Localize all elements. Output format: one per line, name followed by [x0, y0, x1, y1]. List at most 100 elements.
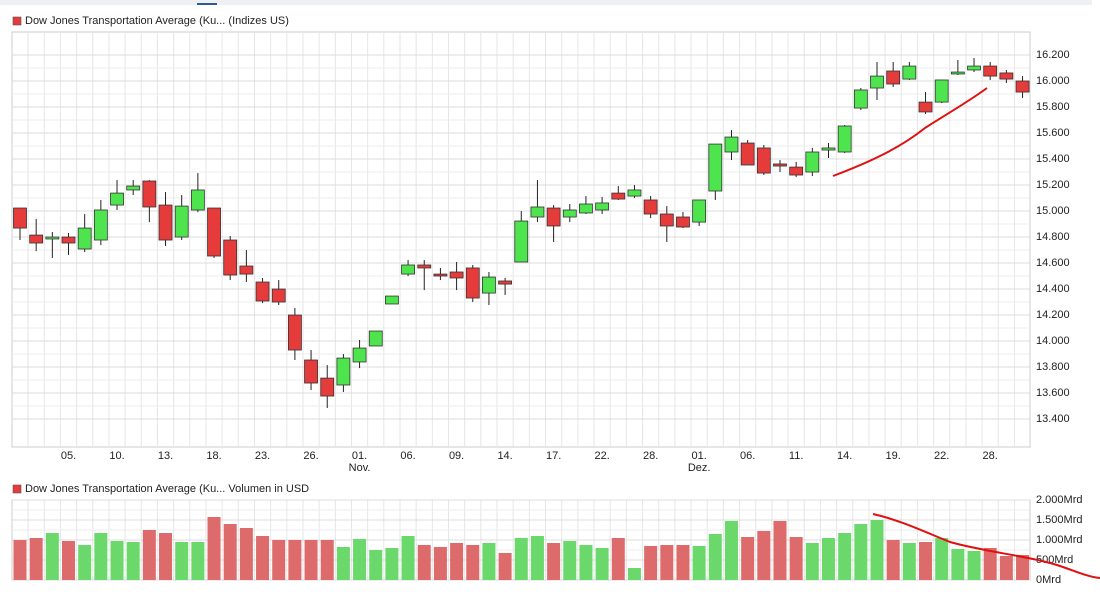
volume-bar: [385, 548, 399, 580]
x-tick-label: 22.: [594, 450, 609, 462]
candle-body: [142, 180, 157, 208]
volume-bar: [159, 533, 173, 580]
candle-body: [708, 143, 723, 192]
legend-label: Dow Jones Transportation Average (Ku... …: [25, 483, 309, 495]
volume-bar: [78, 545, 92, 580]
candle-body: [821, 147, 836, 151]
volume-bar: [62, 541, 76, 580]
candle-body: [304, 359, 318, 384]
volume-bar: [611, 538, 625, 580]
candle-body: [676, 216, 690, 228]
volume-bar: [660, 545, 674, 580]
volume-bar: [353, 539, 367, 580]
candle-body: [158, 204, 173, 241]
candle-body: [837, 125, 852, 153]
x-tick-label: 19.: [886, 450, 901, 462]
volume-bar: [983, 548, 997, 580]
candle-body: [465, 267, 480, 299]
volume-bar: [999, 556, 1013, 580]
volume-bar: [175, 542, 189, 580]
candle-body: [967, 65, 981, 71]
candle-body: [934, 79, 949, 103]
volume-bar: [239, 528, 253, 580]
volume-bar: [644, 546, 658, 580]
volume-bar: [676, 545, 690, 580]
candle-body: [546, 207, 561, 227]
candle-body: [29, 234, 44, 244]
x-month-label: Dez.: [688, 462, 711, 474]
candle-body: [1015, 80, 1030, 93]
candle-body: [126, 185, 141, 191]
volume-bar: [207, 517, 221, 580]
candle-body: [530, 206, 545, 218]
candle-body: [174, 205, 189, 238]
volume-bar: [417, 545, 431, 580]
y-tick-label: 15.000: [1036, 205, 1070, 217]
x-tick-label: 23.: [255, 450, 270, 462]
volume-bar: [822, 538, 835, 580]
candle-body: [449, 271, 464, 279]
y-tick-label: 1.000Mrd: [1036, 534, 1082, 546]
y-tick-label: 15.800: [1036, 101, 1070, 113]
legend-swatch: [12, 484, 22, 494]
candle-body: [352, 347, 367, 363]
candle-body: [789, 166, 804, 176]
x-tick-label: 28.: [983, 450, 998, 462]
candle-body: [918, 101, 933, 113]
volume-bar: [110, 541, 124, 580]
volume-bar: [919, 542, 933, 580]
x-tick-label: 18.: [206, 450, 221, 462]
volume-bar: [13, 540, 27, 580]
volume-bar: [433, 547, 447, 580]
candle-body: [773, 163, 787, 167]
volume-bar: [773, 521, 787, 580]
volume-bar: [272, 540, 286, 580]
candle-body: [740, 142, 755, 166]
volume-bar: [191, 542, 205, 580]
x-tick-label: 06.: [400, 450, 415, 462]
y-tick-label: 16.000: [1036, 75, 1070, 87]
x-tick-label: 14.: [837, 450, 852, 462]
volume-bar: [223, 524, 237, 580]
volume-bar: [256, 536, 270, 580]
y-tick-label: 16.200: [1036, 49, 1070, 61]
y-tick-label: 14.600: [1036, 257, 1070, 269]
volume-bar: [595, 548, 609, 580]
x-tick-label: 26.: [303, 450, 318, 462]
candle-body: [190, 189, 205, 211]
volume-bar: [530, 536, 544, 580]
candle-body: [886, 70, 901, 85]
candle-body: [223, 239, 238, 276]
y-tick-label: 1.500Mrd: [1036, 514, 1082, 526]
legend-swatch: [12, 16, 22, 26]
x-tick-label: 13.: [158, 450, 173, 462]
volume-bar: [886, 540, 900, 580]
candle-body: [595, 202, 610, 211]
candle-body: [643, 199, 658, 215]
volume-bar: [805, 543, 819, 580]
volume-bar: [627, 568, 641, 580]
volume-bar: [401, 536, 415, 580]
volume-bar: [94, 533, 108, 580]
legend-label: Dow Jones Transportation Average (Ku... …: [25, 15, 289, 27]
annotation-stroke: [832, 87, 988, 177]
x-tick-label: 11.: [789, 450, 803, 462]
candle-body: [385, 295, 399, 305]
candle-body: [611, 192, 626, 200]
y-tick-label: 15.600: [1036, 127, 1070, 139]
y-tick-label: 14.200: [1036, 309, 1070, 321]
y-tick-label: 13.800: [1036, 361, 1070, 373]
candle-body: [77, 227, 92, 250]
volume-bar: [692, 546, 706, 580]
candle-body: [999, 72, 1014, 80]
candle-body: [724, 136, 739, 153]
volume-bar: [563, 541, 577, 580]
candle-body: [336, 357, 351, 386]
candle-body: [287, 314, 302, 351]
volume-bar: [466, 545, 480, 580]
y-tick-label: 14.000: [1036, 335, 1070, 347]
volume-bar: [579, 545, 593, 580]
volume-bar: [320, 540, 334, 580]
candle-body: [401, 264, 415, 275]
volume-bar: [838, 533, 852, 580]
